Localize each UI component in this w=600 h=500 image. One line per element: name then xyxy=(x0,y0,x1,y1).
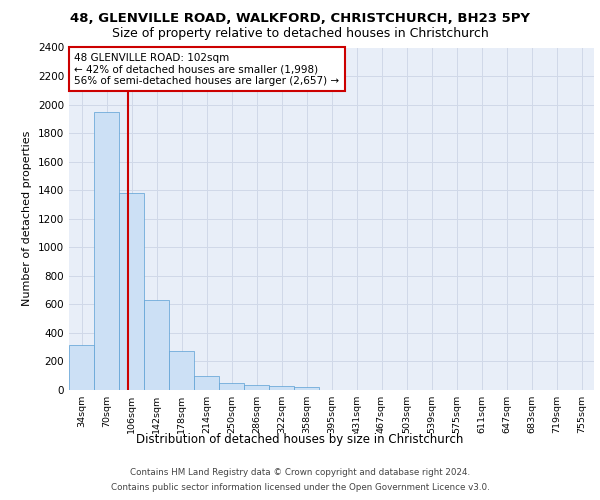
Bar xyxy=(294,387,319,390)
Bar xyxy=(69,345,94,390)
Bar xyxy=(194,376,219,390)
Bar xyxy=(144,300,169,390)
Bar xyxy=(119,193,144,390)
Text: Contains public sector information licensed under the Open Government Licence v3: Contains public sector information licen… xyxy=(110,483,490,492)
Bar xyxy=(219,383,244,390)
Y-axis label: Number of detached properties: Number of detached properties xyxy=(22,131,32,306)
Bar xyxy=(269,386,294,390)
Bar xyxy=(94,112,119,390)
Text: 48 GLENVILLE ROAD: 102sqm
← 42% of detached houses are smaller (1,998)
56% of se: 48 GLENVILLE ROAD: 102sqm ← 42% of detac… xyxy=(74,52,340,86)
Text: Contains HM Land Registry data © Crown copyright and database right 2024.: Contains HM Land Registry data © Crown c… xyxy=(130,468,470,477)
Text: Distribution of detached houses by size in Christchurch: Distribution of detached houses by size … xyxy=(136,432,464,446)
Text: Size of property relative to detached houses in Christchurch: Size of property relative to detached ho… xyxy=(112,28,488,40)
Bar xyxy=(169,351,194,390)
Bar xyxy=(244,385,269,390)
Text: 48, GLENVILLE ROAD, WALKFORD, CHRISTCHURCH, BH23 5PY: 48, GLENVILLE ROAD, WALKFORD, CHRISTCHUR… xyxy=(70,12,530,26)
